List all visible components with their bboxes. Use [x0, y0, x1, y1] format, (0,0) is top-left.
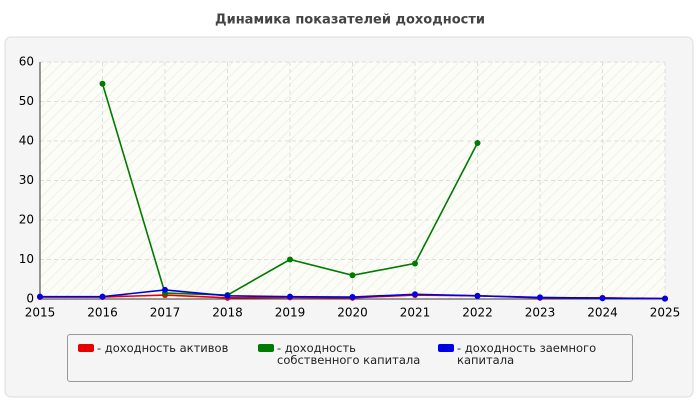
legend-label: - доходность активов [97, 341, 229, 355]
point [99, 293, 106, 300]
point [412, 260, 418, 267]
y-tick-label: 0 [26, 292, 34, 306]
legend: - доходность активов - доходность собстве… [67, 334, 633, 382]
point [537, 294, 543, 301]
y-tick-label: 10 [19, 252, 34, 266]
y-tick-label: 60 [19, 55, 34, 69]
point [474, 292, 481, 299]
legend-item: - доходность собственного капитала [258, 342, 438, 381]
legend-label: - доходность заемного капитала [457, 341, 597, 367]
point [287, 256, 293, 263]
y-tick-label: 30 [19, 173, 34, 187]
x-tick-label: 2019 [275, 306, 306, 320]
point [287, 293, 293, 300]
point [474, 139, 481, 146]
point [599, 295, 606, 302]
x-tick-label: 2015 [25, 306, 56, 320]
x-tick-label: 2021 [400, 306, 431, 320]
y-tick-label: 20 [19, 213, 34, 227]
chart-title: Динамика показателей доходности [215, 13, 485, 28]
point [412, 291, 418, 298]
legend-item: - доходность заемного капитала [438, 342, 618, 381]
point [224, 292, 231, 299]
x-tick-label: 2024 [587, 306, 618, 320]
point [349, 272, 356, 279]
point [349, 294, 356, 301]
y-tick-label: 50 [19, 94, 34, 108]
legend-item: - доходность активов [78, 342, 258, 381]
point [662, 295, 668, 302]
y-tick-label: 40 [19, 134, 34, 148]
point [37, 293, 43, 300]
x-tick-label: 2022 [462, 306, 493, 320]
legend-swatch [78, 344, 94, 352]
x-tick-label: 2018 [212, 306, 243, 320]
point [99, 80, 106, 87]
x-tick-label: 2023 [525, 306, 556, 320]
legend-label: - доходность собственного капитала [277, 341, 421, 367]
x-tick-label: 2016 [87, 306, 118, 320]
point [162, 286, 168, 293]
x-tick-label: 2020 [337, 306, 368, 320]
legend-swatch [438, 344, 454, 352]
x-tick-label: 2025 [650, 306, 681, 320]
legend-swatch [258, 344, 274, 352]
x-tick-label: 2017 [150, 306, 181, 320]
